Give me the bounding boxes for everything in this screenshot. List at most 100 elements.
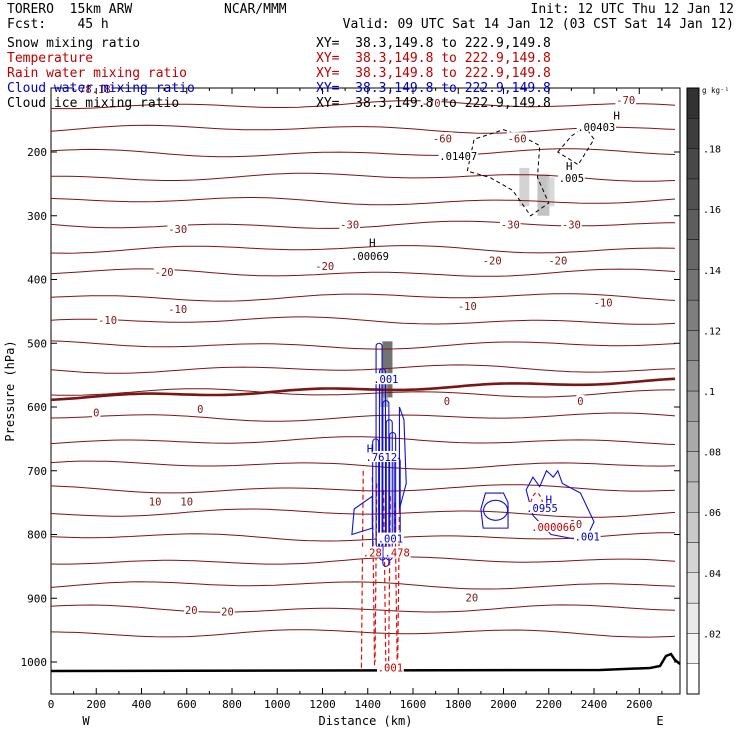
x-tick-label: 1000 (264, 698, 291, 711)
colorbar-bin (686, 451, 700, 483)
field-name-snow: Snow mixing ratio (7, 36, 141, 51)
field-name-cloud-water: Cloud water mixing ratio (7, 81, 195, 96)
temperature-label-bg (576, 394, 585, 406)
temperature-label-bg (339, 218, 360, 230)
temperature-contour (50, 581, 676, 590)
value-label: .005 (559, 173, 584, 185)
colorbar-bin (686, 390, 700, 422)
high-marker: H (613, 110, 620, 123)
colorbar-bin (686, 178, 700, 210)
temperature-contour (50, 316, 676, 325)
temperature-label: -10 (98, 315, 117, 327)
cloud-water-contour (351, 495, 373, 536)
temperature-label-bg (506, 132, 528, 144)
value-label: .0955 (526, 503, 558, 515)
temperature-label: -20 (315, 261, 334, 273)
temperature-label: -60 (508, 133, 527, 145)
rain-contour (360, 470, 364, 669)
x-tick-label: 1800 (445, 698, 472, 711)
west-label: W (82, 714, 90, 728)
x-axis-label: Distance (km) (319, 714, 413, 728)
temperature-label: 0 (577, 396, 583, 408)
field-xy-temperature: XY= 38.3,149.8 to 222.9,149.8 (316, 51, 551, 66)
temperature-label-bg (167, 222, 189, 234)
colorbar-tick-label: .02 (703, 629, 721, 640)
x-tick-label: 2600 (626, 698, 653, 711)
temperature-label: -70 (616, 95, 635, 107)
colorbar-bin (686, 299, 700, 331)
colorbar-bin (686, 239, 700, 270)
temperature-contour (50, 364, 676, 374)
temperature-label-bg (457, 299, 478, 311)
x-tick-label: 600 (177, 698, 197, 711)
value-label: .001 (378, 662, 403, 674)
value-label-bg (557, 171, 585, 183)
colorbar-bin (686, 360, 700, 392)
colorbar-tick-label: .16 (703, 205, 721, 216)
value-label-bg (361, 546, 383, 558)
value-label: .01407 (439, 151, 477, 163)
temperature-label-bg (97, 313, 118, 325)
x-tick-label: 200 (86, 698, 106, 711)
init-time: Init: 12 UTC Thu 12 Jan 12 (530, 2, 735, 17)
plot-frame (50, 87, 681, 695)
rain-water-contours (360, 470, 545, 669)
colorbar-bin (686, 481, 700, 513)
colorbar-tick-label: .06 (703, 508, 721, 519)
value-label-bg (576, 120, 616, 132)
value-label-bg (383, 546, 411, 558)
x-tick-label: 800 (222, 698, 242, 711)
y-tick-label: 600 (27, 401, 47, 414)
value-label-bg (376, 532, 404, 544)
value-label-bg (376, 661, 404, 673)
temperature-label-bg (167, 303, 189, 315)
organization: NCAR/MMM (224, 2, 287, 17)
temperature-label-bg (196, 403, 205, 415)
cloud-water-contour (385, 419, 393, 561)
colorbar-bin (686, 118, 700, 149)
temperature-label-bg (442, 394, 452, 406)
temperature-label: -70 (422, 98, 441, 110)
value-label-bg (364, 451, 398, 462)
colorbar-tick-label: .14 (703, 266, 721, 277)
temperature-label: -60 (433, 133, 452, 145)
y-tick-label: 400 (27, 274, 47, 287)
colorbar-bin (686, 148, 700, 180)
x-tick-label: 1400 (355, 698, 382, 711)
temperature-contour (50, 388, 675, 398)
colorbar-tick-label: .12 (703, 326, 721, 337)
contour-labels: -78.18 -70 -70 -60 -60 -30 -30 -30 -30 -20 -20 -20 -… (72, 83, 636, 674)
rain-contour (374, 483, 378, 663)
value-label: .7612 (366, 452, 398, 464)
temperature-contour (50, 436, 676, 445)
temperature-label: 10 (149, 497, 162, 509)
cloud-water-contour (483, 499, 509, 521)
colorbar-tick-label: .1 (703, 387, 715, 398)
temperature-label: 0 (444, 396, 450, 408)
temperature-label: 10 (180, 497, 193, 509)
value-label: .00069 (351, 251, 389, 263)
field-name-cloud-ice: Cloud ice mixing ratio (7, 96, 180, 111)
x-tick-label: 2400 (581, 698, 608, 711)
value-label: .000066 (531, 522, 575, 534)
temperature-label-bg (153, 266, 175, 278)
temperature-contour (50, 412, 676, 422)
temperature-label-bg (481, 254, 503, 266)
colorbar-tick-label: .18 (703, 145, 721, 156)
colorbar-bin (686, 602, 700, 634)
y-tick-label: 900 (27, 592, 47, 605)
y-tick-label: 1000 (21, 656, 48, 669)
temperature-label-bg (220, 605, 235, 617)
colorbar-units: g kg⁻¹ (702, 86, 729, 95)
temperature-contour (50, 629, 676, 638)
temperature-label: 0 (197, 404, 203, 416)
value-label-bg (530, 521, 576, 533)
temperature-label: 0 (93, 407, 99, 419)
x-tick-label: 1600 (400, 698, 427, 711)
field-xy-snow: XY= 38.3,149.8 to 222.9,149.8 (316, 36, 551, 51)
value-label-bg (525, 502, 559, 513)
temperature-label-bg (179, 495, 194, 507)
temperature-label: 20 (466, 592, 479, 604)
